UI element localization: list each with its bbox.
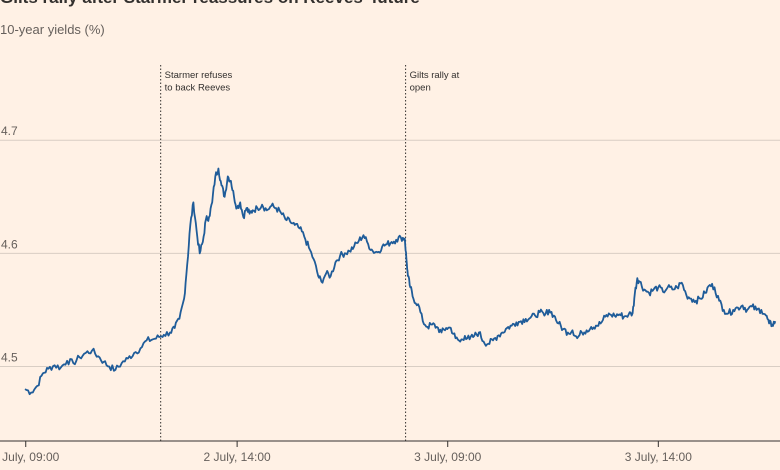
chart-subtitle: 10-year yields (%) [0,22,105,37]
annotation-label: Gilts rally at [410,70,460,81]
y-axis-ticks: 4.5 4.6 4.7 [1,124,18,364]
series-layer [24,167,777,396]
annotations: Starmer refuses to back Reeves Gilts rally… [160,65,460,441]
x-tick-label: 2 July, 09:00 [0,450,60,464]
chart-headline: Gilts rally after Starmer reassures on R… [0,0,420,8]
x-tick-label: 3 July, 09:00 [414,450,481,464]
yield-series-line [24,167,777,396]
annotation-label: open [410,83,431,94]
x-axis-ticks: 2 July, 09:00 2 July, 14:00 3 July, 09:00 3… [0,441,692,464]
y-tick-label: 4.5 [1,350,18,364]
x-tick-label: 3 July, 14:00 [625,450,692,464]
annotation-label: to back Reeves [165,83,231,94]
annotation-label: Starmer refuses [165,70,233,81]
gridlines [0,139,780,442]
x-tick-label: 2 July, 14:00 [204,450,271,464]
y-tick-label: 4.6 [1,237,18,251]
y-tick-label: 4.7 [1,124,18,138]
